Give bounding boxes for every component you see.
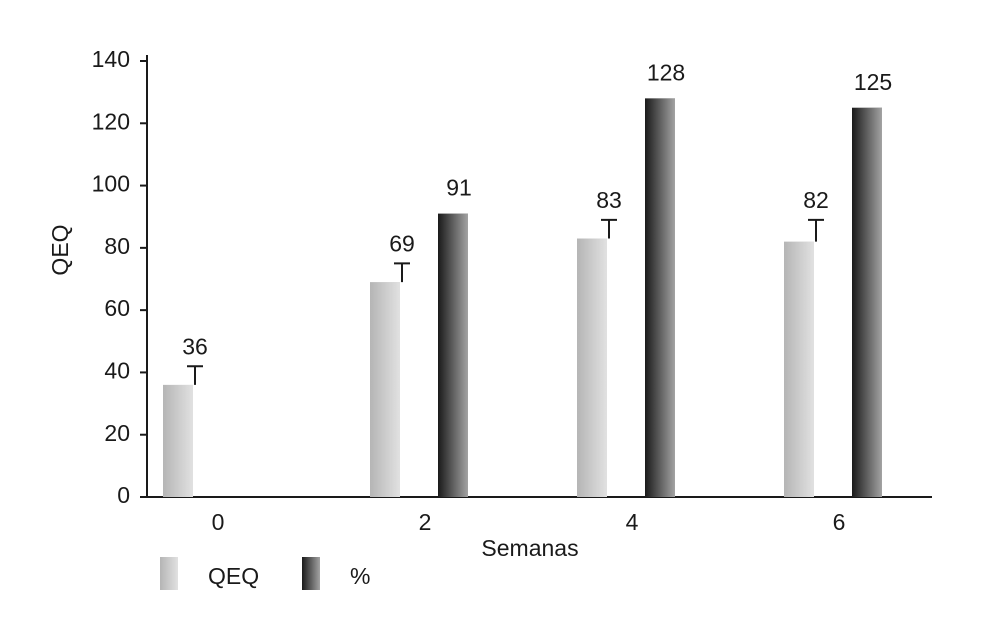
y-tick-label: 80: [104, 233, 130, 259]
bar-shade: [645, 98, 675, 497]
error-bar: [808, 218, 824, 242]
x-tick-label: 2: [419, 509, 432, 535]
error-bar: [601, 218, 617, 239]
y-tick-label: 60: [104, 295, 130, 321]
bar-shade: [438, 213, 468, 497]
bar-shade: [852, 107, 882, 497]
bar-shade: [784, 241, 814, 497]
y-tick-label: 140: [92, 46, 130, 72]
legend-label: QEQ: [208, 563, 259, 589]
error-bar: [187, 365, 203, 385]
x-tick-label: 6: [833, 509, 846, 535]
y-tick-label: 120: [92, 108, 130, 134]
legend-swatch-shade: [302, 557, 320, 590]
value-label: 91: [446, 175, 472, 201]
y-tick-label: 20: [104, 420, 130, 446]
y-axis-title: QEQ: [47, 224, 73, 275]
value-label: 83: [596, 187, 622, 213]
value-label: 82: [803, 187, 829, 213]
x-tick-label: 0: [212, 509, 225, 535]
value-label: 36: [182, 333, 208, 359]
x-tick-label: 4: [626, 509, 639, 535]
y-tick-label: 0: [117, 482, 130, 508]
value-label: 128: [647, 59, 685, 85]
legend-label: %: [350, 563, 370, 589]
bar-shade: [370, 282, 400, 497]
legend-swatch-shade: [160, 557, 178, 590]
x-axis-title: Semanas: [481, 535, 578, 561]
value-label: 69: [389, 231, 415, 257]
bar-shade: [577, 238, 607, 497]
value-label: 125: [854, 69, 892, 95]
bar-shade: [163, 384, 193, 497]
y-tick-label: 40: [104, 358, 130, 384]
error-bar: [394, 262, 410, 283]
y-tick-label: 100: [92, 171, 130, 197]
